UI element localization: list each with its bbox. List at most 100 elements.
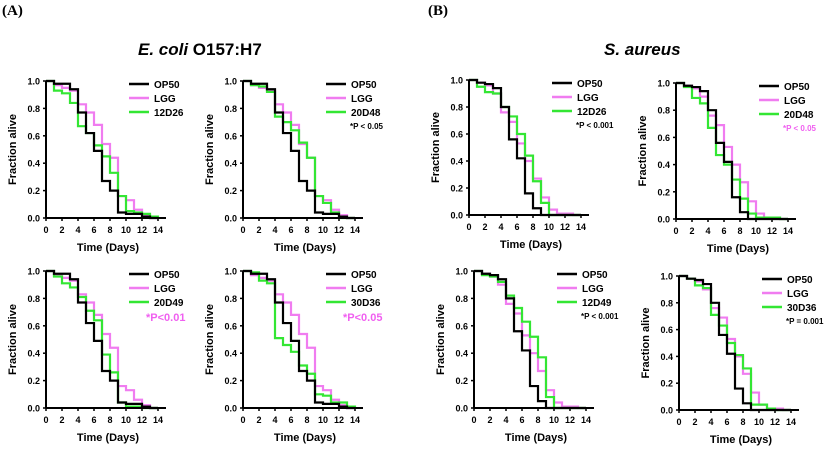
legend-label-op50: OP50: [787, 275, 813, 286]
y-tick-label: 1.0: [455, 267, 468, 277]
y-tick-label: 0.6: [455, 321, 468, 331]
legend-label-20d48: 20D48: [351, 108, 381, 119]
legend-label-30d36: 30D36: [787, 303, 817, 314]
series-line-op50: [243, 269, 355, 410]
y-tick-label: 0.4: [27, 349, 40, 359]
x-axis-title: Time (Days): [77, 432, 139, 444]
x-tick-label: 12: [137, 225, 147, 235]
x-tick-label: 6: [724, 417, 729, 427]
series-line-lgg: [46, 79, 158, 220]
y-tick-label: 0.6: [27, 321, 40, 331]
p-value-annotation: *P < 0.05: [783, 124, 817, 133]
title-ecoli-italic: E. coli: [138, 40, 189, 59]
y-tick-label: 0.0: [660, 406, 673, 416]
survival-chart-8: 0.0 0.2 0.4 0.6 0.8 1.0 0 2 4 6 8 10 12 14 Time (Days)…: [640, 272, 824, 447]
x-axis-title: Time (Days): [274, 242, 336, 254]
x-tick-label: 8: [740, 417, 745, 427]
x-tick-label: 0: [240, 225, 245, 235]
legend-label-lgg: LGG: [351, 94, 373, 105]
x-tick-label: 14: [581, 415, 591, 425]
legend-label-30d36: 30D36: [351, 298, 381, 309]
series-line-20d49: [46, 269, 158, 410]
y-axis-title: Fraction alive: [430, 112, 442, 183]
legend-label-lgg: LGG: [787, 289, 809, 300]
y-tick-label: 0.8: [224, 104, 237, 114]
y-tick-label: 0.4: [27, 159, 40, 169]
x-tick-label: 14: [153, 415, 163, 425]
series-line-op50: [46, 269, 158, 410]
series-line-lgg: [474, 269, 586, 410]
y-tick-label: 0.2: [224, 186, 237, 196]
x-tick-label: 14: [350, 225, 360, 235]
x-tick-label: 6: [288, 415, 293, 425]
x-tick-label: 12: [334, 225, 344, 235]
x-tick-label: 8: [304, 225, 309, 235]
x-tick-label: 14: [786, 417, 796, 427]
x-tick-label: 8: [530, 222, 535, 232]
x-tick-label: 8: [737, 226, 742, 236]
x-tick-label: 12: [137, 415, 147, 425]
x-tick-label: 0: [43, 415, 48, 425]
x-axis-title: Time (Days): [500, 239, 562, 251]
x-tick-label: 4: [705, 226, 710, 236]
y-tick-label: 0.8: [450, 103, 463, 113]
y-axis-title: Fraction alive: [204, 114, 216, 185]
x-tick-label: 0: [471, 415, 476, 425]
x-tick-label: 10: [318, 415, 328, 425]
x-tick-label: 2: [59, 225, 64, 235]
legend-label-12d26: 12D26: [577, 107, 607, 118]
series-line-op50: [46, 79, 158, 220]
y-axis-title: Fraction alive: [435, 304, 447, 375]
y-tick-label: 0.8: [660, 298, 673, 308]
x-tick-label: 12: [565, 415, 575, 425]
p-value-annotation: *P < 0.05: [350, 122, 384, 131]
x-tick-label: 4: [272, 225, 277, 235]
legend-label-lgg: LGG: [582, 284, 604, 295]
y-tick-label: 0.8: [27, 104, 40, 114]
survival-chart-6: 0.0 0.2 0.4 0.6 0.8 1.0 0 2 4 6 8 10 12 14 Time (Days)…: [637, 79, 817, 256]
y-axis-title: Fraction alive: [637, 116, 649, 187]
x-tick-label: 10: [544, 222, 554, 232]
x-tick-label: 10: [549, 415, 559, 425]
y-tick-label: 0.6: [27, 131, 40, 141]
p-value-annotation: *P < 0.001: [581, 312, 619, 321]
survival-chart-2: 0.0 0.2 0.4 0.6 0.8 1.0 0 2 4 6 8 10 12 14 Time (Days)…: [204, 77, 384, 255]
panel-label-b: (B): [428, 3, 448, 19]
y-tick-label: 1.0: [657, 79, 670, 89]
panel-label-a: (A): [2, 3, 23, 19]
x-tick-label: 2: [482, 222, 487, 232]
y-tick-label: 0.2: [27, 186, 40, 196]
y-tick-label: 1.0: [224, 267, 237, 277]
y-tick-label: 0.0: [224, 214, 237, 224]
x-tick-label: 2: [59, 415, 64, 425]
series-line-lgg: [243, 79, 355, 220]
x-axis-title: Time (Days): [274, 432, 336, 444]
x-axis-title: Time (Days): [77, 242, 139, 254]
survival-chart-7: 0.0 0.2 0.4 0.6 0.8 1.0 0 2 4 6 8 10 12 14 Time (Days)…: [435, 267, 619, 445]
y-tick-label: 0.8: [27, 294, 40, 304]
x-tick-label: 2: [487, 415, 492, 425]
x-tick-label: 8: [535, 415, 540, 425]
legend-label-op50: OP50: [154, 80, 180, 91]
x-tick-label: 2: [692, 417, 697, 427]
x-tick-label: 12: [767, 226, 777, 236]
x-axis-title: Time (Days): [707, 243, 769, 255]
x-tick-label: 0: [466, 222, 471, 232]
x-tick-label: 6: [91, 415, 96, 425]
x-tick-label: 4: [272, 415, 277, 425]
y-tick-label: 0.4: [455, 349, 468, 359]
title-saureus: S. aureus: [604, 40, 681, 59]
x-tick-label: 14: [350, 415, 360, 425]
x-tick-label: 4: [708, 417, 713, 427]
x-tick-label: 10: [318, 225, 328, 235]
legend-label-op50: OP50: [351, 270, 377, 281]
y-tick-label: 0.6: [660, 325, 673, 335]
y-tick-label: 0.6: [450, 130, 463, 140]
y-tick-label: 0.0: [455, 404, 468, 414]
x-tick-label: 6: [514, 222, 519, 232]
x-tick-label: 4: [75, 415, 80, 425]
y-tick-label: 1.0: [660, 272, 673, 282]
series-line-12d26: [46, 79, 160, 218]
legend-label-op50: OP50: [577, 79, 603, 90]
